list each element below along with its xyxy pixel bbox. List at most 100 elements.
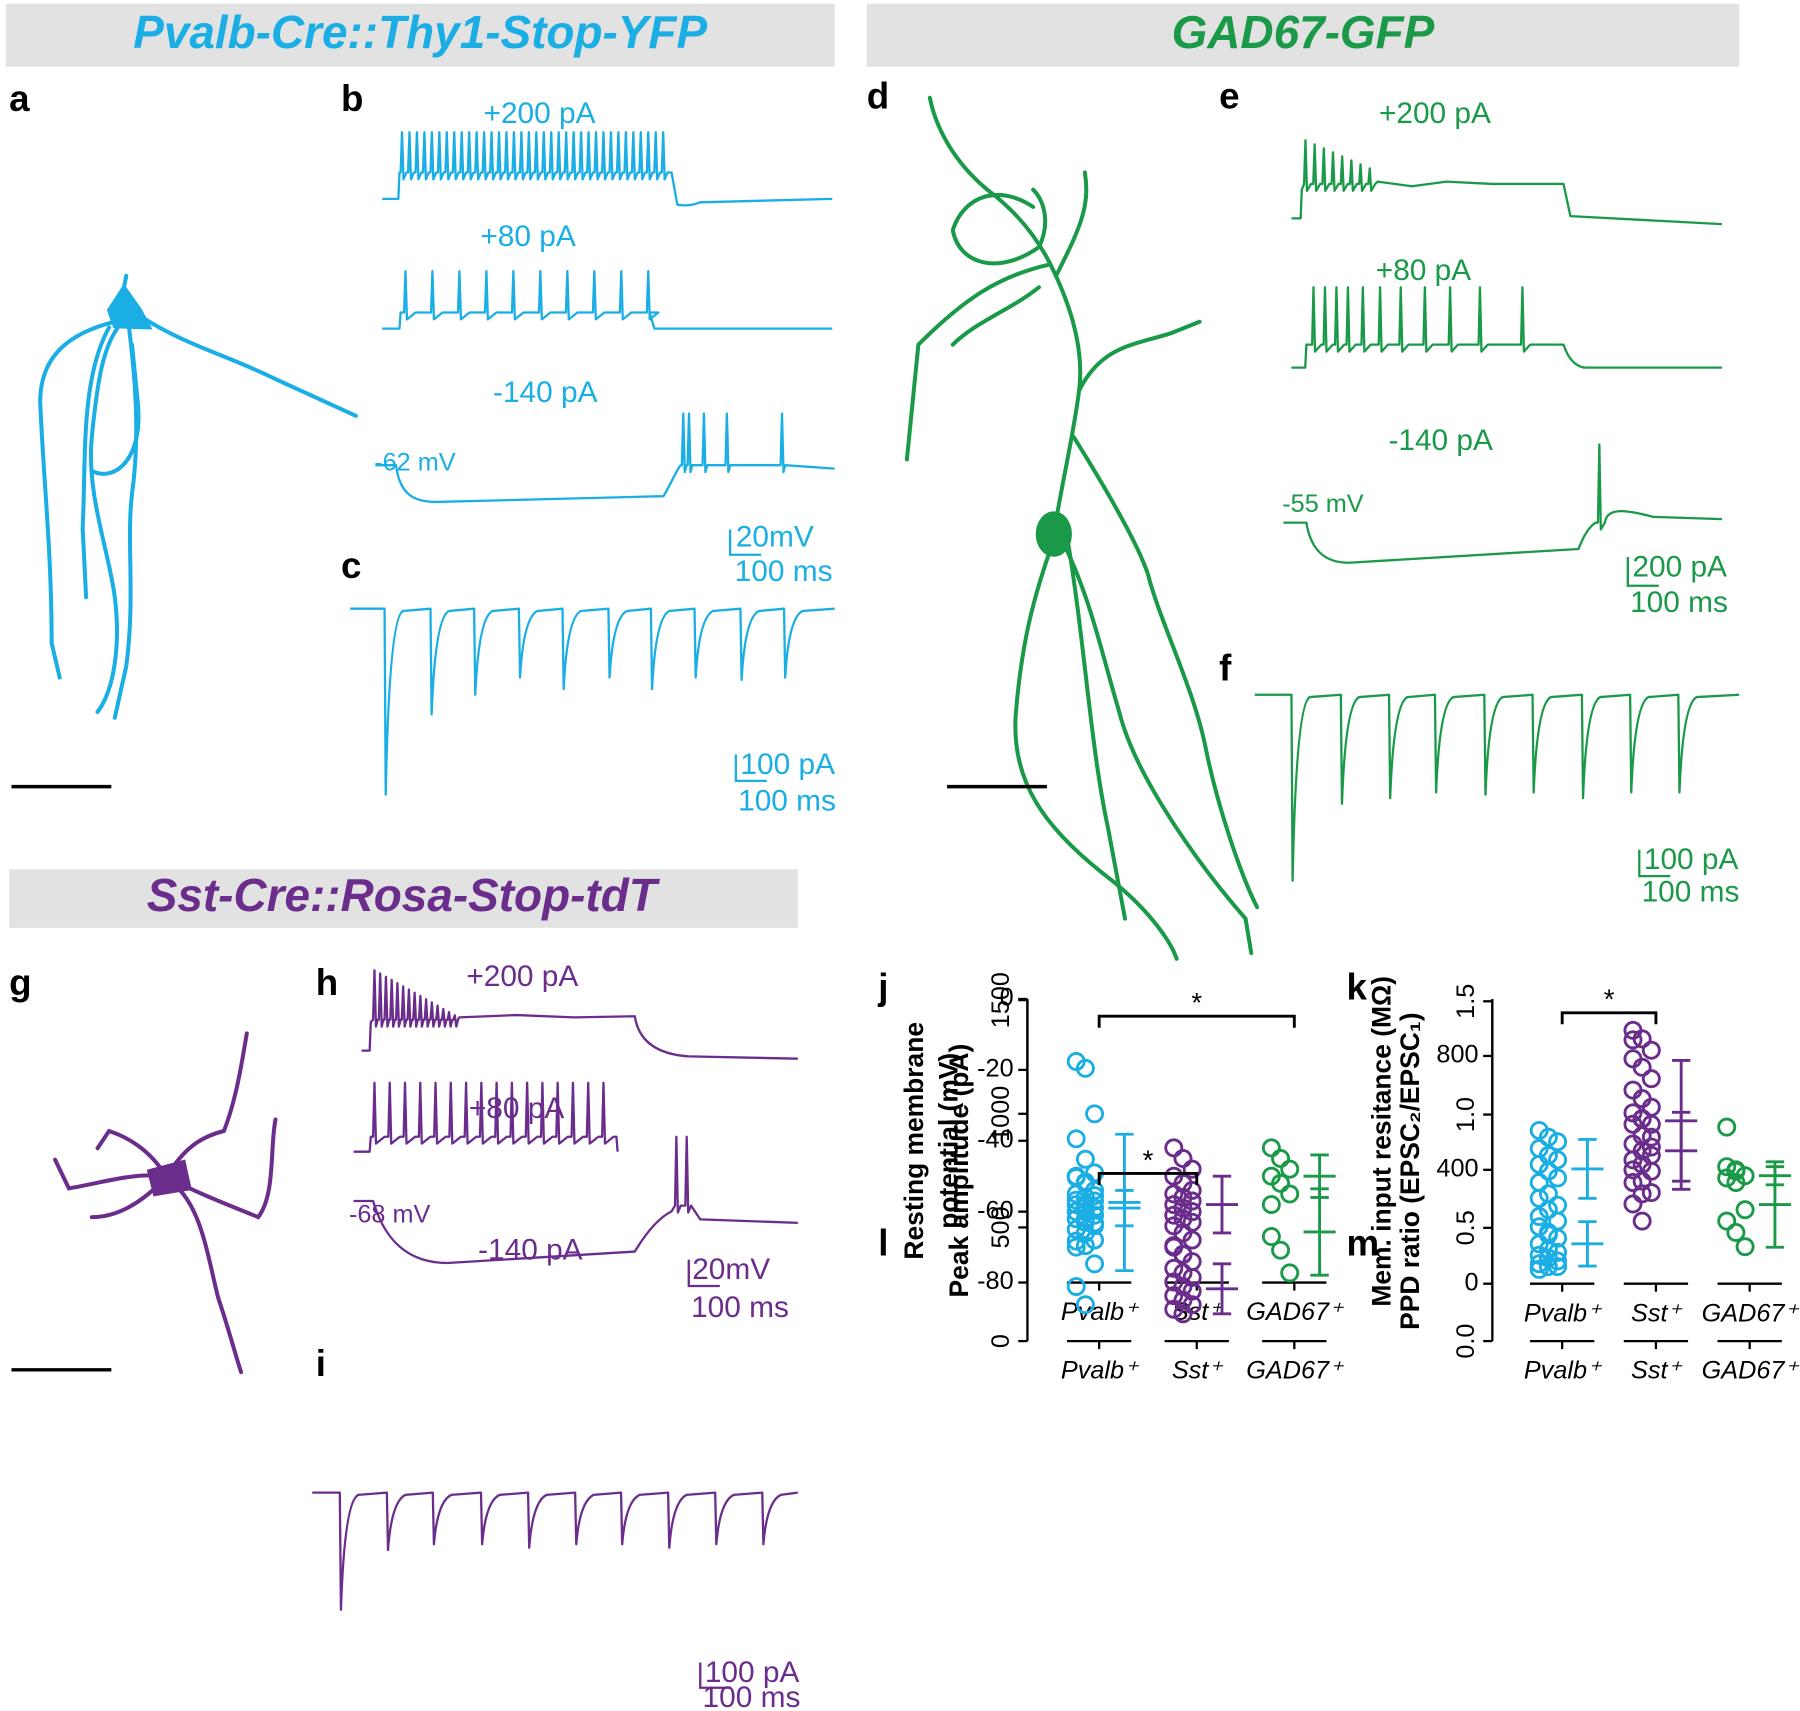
scale-label: 100 pA: [740, 748, 835, 781]
y-axis-label: potential (mV): [933, 1053, 963, 1229]
data-point: [1066, 1209, 1086, 1229]
data-point: [1538, 1184, 1558, 1204]
y-tick-label: -60: [977, 1196, 1013, 1224]
y-tick-label: 1.5: [1452, 984, 1480, 1019]
traces: [312, 131, 1740, 1689]
data-point: [1623, 1150, 1643, 1170]
neuron-morphology: [38, 273, 358, 720]
scale-label: 100 ms: [1642, 875, 1740, 908]
trace: [361, 969, 798, 1060]
trace: [382, 131, 833, 207]
step-label: +80 pA: [1376, 254, 1471, 287]
data-point: [1641, 1161, 1661, 1181]
error-bar: [1578, 1138, 1597, 1200]
data-point: [1164, 1299, 1184, 1319]
data-point: [1164, 1184, 1184, 1204]
y-axis-label: PPD ratio (EPSC₂/EPSC₁): [1395, 1012, 1425, 1329]
data-point: [1538, 1127, 1558, 1147]
error-bar: [1578, 1220, 1597, 1268]
panel-letter: h: [316, 962, 338, 1003]
significance-label: *: [1143, 1144, 1154, 1175]
chart: 0.0 0.5 1.0 1.5 PPD ratio (EPSC₂/EPSC₁) Pvalb…: [1395, 984, 1799, 1385]
data-point: [1271, 1240, 1291, 1260]
data-point: [1548, 1195, 1568, 1215]
y-tick-label: 0: [987, 1334, 1015, 1348]
data-point: [1717, 1157, 1737, 1177]
step-label: +200 pA: [1379, 97, 1491, 130]
panel-letter: i: [316, 1343, 326, 1384]
x-tick-label: Pvalb⁺: [1061, 1298, 1139, 1326]
data-point: [1164, 1258, 1184, 1278]
trace: [1283, 443, 1722, 564]
data-point: [1182, 1212, 1202, 1232]
x-tick-label: GAD67⁺: [1702, 1357, 1800, 1385]
data-point: [1066, 1219, 1086, 1239]
data-point: [1271, 1149, 1291, 1168]
panel-letter: j: [877, 967, 888, 1008]
error-bar: [1672, 1110, 1691, 1191]
scale-label: 100 pA: [705, 1656, 800, 1689]
y-axis-label: Mem. input resitance (MΩ): [1366, 976, 1396, 1307]
data-point: [1623, 1160, 1643, 1180]
panel-letter: e: [1219, 76, 1239, 117]
data-point: [1066, 1231, 1086, 1251]
data-point: [1632, 1184, 1652, 1204]
scale-label: 200 pA: [1632, 550, 1727, 583]
y-tick-label: 1000: [987, 1086, 1015, 1142]
error-bar: [1212, 1262, 1232, 1316]
panel-letter: c: [341, 545, 361, 586]
trace: [353, 1135, 798, 1265]
scale-bar: [687, 1259, 720, 1288]
data-point: [1717, 1168, 1737, 1188]
header-box: [5, 3, 835, 67]
error-bar: [1310, 1187, 1329, 1277]
trace-labels: +200 pA +80 pA -140 pA -62 mV 20mV 100 m…: [374, 97, 836, 818]
data-point: [1075, 1236, 1095, 1256]
scale-bar: [1626, 557, 1659, 587]
y-tick-label: 1500: [987, 972, 1015, 1028]
data-point: [1066, 1277, 1086, 1297]
trace: [350, 607, 835, 796]
data-point: [1548, 1132, 1568, 1152]
error-bar: [1765, 1165, 1785, 1187]
scale-label: 100 pA: [1644, 843, 1739, 876]
data-point: [1548, 1251, 1568, 1271]
trace: [375, 412, 835, 504]
data-point: [1548, 1228, 1568, 1248]
error-bar: [1212, 1174, 1232, 1235]
data-point: [1280, 1184, 1300, 1204]
x-tick-label: Sst⁺: [1172, 1357, 1223, 1385]
y-tick-label: 500: [987, 1206, 1015, 1248]
trace: [312, 1491, 798, 1611]
data-point: [1164, 1138, 1184, 1158]
y-tick-label: 0: [1000, 984, 1014, 1012]
y-tick-label: 0.0: [1452, 1324, 1480, 1359]
data-point: [1066, 1167, 1086, 1187]
data-point: [1085, 1186, 1105, 1206]
x-tick-label: Pvalb⁺: [1524, 1299, 1602, 1327]
data-point: [1085, 1213, 1105, 1233]
scale-bar: [699, 1662, 732, 1689]
data-point: [1717, 1211, 1737, 1231]
data-point: [1066, 1190, 1086, 1210]
data-point: [1075, 1172, 1095, 1192]
data-point: [1623, 1030, 1643, 1050]
data-point: [1735, 1237, 1755, 1257]
data-point: [1182, 1159, 1202, 1179]
panel-letter: a: [9, 78, 30, 119]
data-point: [1641, 1114, 1661, 1134]
data-point: [1632, 1109, 1652, 1129]
data-point: [1164, 1205, 1184, 1225]
data-point: [1529, 1173, 1549, 1192]
neuron-morphology: [53, 1031, 278, 1375]
chart: 0 500 1000 1500 Peak amplitude (pA) Pvalb⁺ Sst…: [944, 972, 1344, 1385]
scale-bar: [728, 529, 762, 556]
data-point: [1726, 1222, 1746, 1242]
y-tick-label: 400: [1436, 1154, 1478, 1182]
scale-label: 20mV: [736, 521, 814, 554]
step-label: -140 pA: [493, 376, 598, 409]
step-label: -140 pA: [478, 1233, 583, 1266]
data-point: [1164, 1195, 1184, 1215]
data-point: [1548, 1257, 1568, 1277]
